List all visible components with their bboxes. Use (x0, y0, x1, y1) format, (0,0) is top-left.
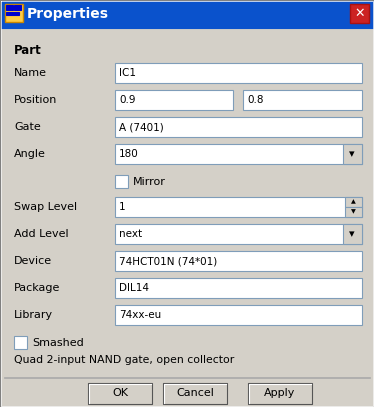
Text: Quad 2-input NAND gate, open collector: Quad 2-input NAND gate, open collector (14, 355, 234, 365)
Text: Part: Part (14, 44, 42, 57)
Text: 180: 180 (119, 149, 139, 159)
Bar (343, 224, 362, 244)
Bar (88, 383, 152, 404)
Text: next: next (119, 229, 142, 239)
Text: ✕: ✕ (354, 7, 365, 20)
Bar (345, 197, 362, 207)
Text: Package: Package (14, 283, 60, 293)
Text: 1: 1 (119, 202, 126, 212)
Text: Properties: Properties (27, 7, 109, 21)
Bar (115, 197, 362, 217)
Text: Angle: Angle (14, 149, 46, 159)
Bar (163, 383, 227, 404)
Text: Add Level: Add Level (14, 229, 68, 239)
Text: Device: Device (14, 256, 52, 266)
Text: Apply: Apply (264, 389, 296, 398)
Text: OK: OK (112, 389, 128, 398)
Text: DIL14: DIL14 (119, 283, 149, 293)
Bar (0, 0, 374, 28)
Bar (5, 4, 23, 22)
Bar (345, 207, 362, 217)
Text: IC1: IC1 (119, 68, 136, 78)
Bar (115, 224, 362, 244)
Text: 0.9: 0.9 (119, 95, 135, 105)
Bar (350, 4, 369, 23)
Text: ▲: ▲ (350, 199, 355, 204)
Bar (248, 383, 313, 405)
Text: A (7401): A (7401) (119, 122, 164, 132)
Bar (115, 117, 362, 137)
Text: 74xx-eu: 74xx-eu (119, 310, 161, 320)
Text: ▾: ▾ (349, 229, 355, 239)
Bar (115, 305, 362, 325)
Text: 74HCT01N (74*01): 74HCT01N (74*01) (119, 256, 217, 266)
Text: Library: Library (14, 310, 53, 320)
Bar (14, 336, 27, 349)
Bar (115, 144, 362, 164)
Bar (115, 251, 362, 271)
Text: Mirror: Mirror (133, 177, 166, 187)
Text: ▾: ▾ (349, 149, 355, 159)
Bar (115, 90, 233, 110)
Bar (6, 12, 19, 15)
Text: Cancel: Cancel (176, 389, 214, 398)
Bar (6, 5, 13, 10)
Bar (115, 278, 362, 298)
Bar (115, 63, 362, 83)
Bar (248, 383, 312, 404)
Text: Swap Level: Swap Level (14, 202, 77, 212)
Text: ▼: ▼ (350, 210, 355, 214)
Text: Smashed: Smashed (32, 338, 84, 348)
Bar (163, 383, 228, 405)
Text: Position: Position (14, 95, 57, 105)
Text: Name: Name (14, 68, 47, 78)
Bar (343, 144, 362, 164)
Text: Gate: Gate (14, 122, 41, 132)
Bar (14, 5, 21, 10)
Bar (4, 377, 370, 378)
Bar (88, 383, 153, 405)
Bar (243, 90, 362, 110)
Bar (115, 175, 128, 188)
Text: 0.8: 0.8 (247, 95, 264, 105)
